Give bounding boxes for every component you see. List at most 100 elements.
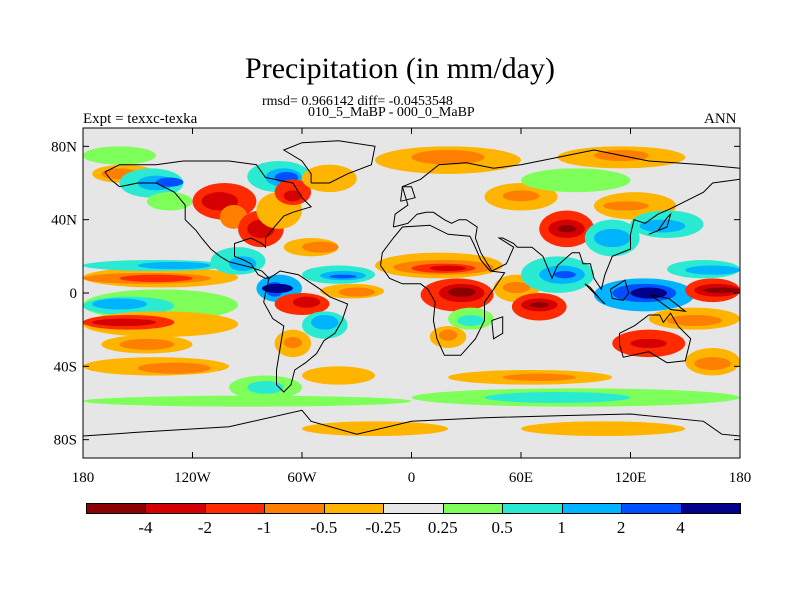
colorbar-swatch bbox=[323, 503, 385, 514]
anomaly-patch bbox=[83, 249, 156, 260]
anomaly-patch bbox=[283, 190, 302, 202]
colorbar-swatch bbox=[621, 503, 682, 514]
x-tick-label: 180 bbox=[729, 470, 752, 486]
y-tick-label: 40N bbox=[51, 213, 77, 229]
anomaly-patch bbox=[553, 271, 576, 279]
anomaly-patch bbox=[502, 282, 531, 293]
coastline bbox=[380, 224, 506, 356]
anomaly-patch bbox=[83, 395, 412, 407]
coastline bbox=[584, 283, 606, 305]
coastline bbox=[491, 316, 504, 340]
colorbar-swatch bbox=[383, 503, 444, 514]
anomaly-patch bbox=[603, 201, 649, 211]
anomaly-patch bbox=[137, 261, 211, 270]
anomaly-patch bbox=[302, 421, 448, 436]
colorbar-label: -0.25 bbox=[365, 518, 401, 537]
colorbar-label: 0.5 bbox=[491, 518, 513, 537]
colorbar-label: 2 bbox=[616, 518, 626, 537]
anomaly-patch bbox=[694, 357, 731, 371]
anomaly-patch bbox=[639, 219, 686, 233]
anomaly-patch bbox=[302, 164, 357, 193]
anomaly-patch bbox=[630, 338, 667, 348]
coastlines bbox=[83, 140, 740, 437]
anomaly-patch bbox=[92, 318, 156, 327]
x-tick-label: 120W bbox=[174, 470, 212, 486]
coastline bbox=[650, 294, 688, 313]
x-tick-label: 120E bbox=[615, 470, 647, 486]
anomaly-patch bbox=[261, 283, 293, 293]
coastline bbox=[648, 212, 672, 235]
x-tick-label: 180 bbox=[72, 470, 95, 486]
coastline bbox=[609, 279, 630, 301]
anomaly-patch bbox=[448, 287, 476, 297]
anomaly-patch bbox=[338, 287, 375, 297]
coastline bbox=[619, 312, 692, 364]
anomaly-patch bbox=[557, 225, 576, 233]
coastline bbox=[282, 140, 376, 184]
anomaly-patch bbox=[119, 274, 193, 283]
anomaly-patch bbox=[484, 392, 631, 403]
colorbar-swatch bbox=[502, 503, 563, 514]
anomaly-patch bbox=[502, 190, 540, 202]
anomaly-patch bbox=[156, 177, 184, 187]
coastline bbox=[400, 186, 416, 202]
x-tick-label: 0 bbox=[408, 470, 416, 486]
colorbar-label: -0.5 bbox=[310, 518, 338, 537]
colorbar-label: 0.25 bbox=[427, 518, 458, 537]
anomaly-patch bbox=[302, 366, 375, 385]
chart-title: Precipitation (in mm/day) bbox=[245, 52, 555, 85]
anomaly-patch bbox=[119, 338, 175, 350]
anomaly-patch bbox=[137, 362, 211, 374]
anomaly-patch bbox=[685, 265, 740, 275]
colorbar-label: -1 bbox=[257, 518, 272, 537]
y-tick-label: 0 bbox=[70, 286, 78, 302]
anomaly-patch bbox=[411, 150, 485, 165]
colorbar-label: -2 bbox=[197, 518, 212, 537]
anomaly-patch bbox=[229, 256, 257, 271]
anomaly-patch bbox=[283, 337, 302, 348]
coastline bbox=[104, 160, 313, 279]
x-tick-label: 60E bbox=[509, 470, 533, 486]
anomaly-patch bbox=[521, 168, 631, 193]
y-tick-label: 80N bbox=[51, 139, 77, 155]
x-axis: 180 120W 60W 0 60E 120E 180 bbox=[72, 128, 752, 486]
colorbar-swatch bbox=[561, 503, 623, 514]
coastline bbox=[83, 409, 740, 437]
anomaly-patch bbox=[502, 373, 576, 382]
anomaly-patch bbox=[438, 329, 458, 341]
stats-line: rmsd= 0.966142 diff= -0.0453548 bbox=[262, 94, 453, 109]
colorbar-swatch bbox=[264, 503, 325, 514]
anomaly-patch bbox=[302, 241, 339, 253]
anomaly-patch bbox=[530, 302, 549, 308]
anomaly-patch bbox=[703, 287, 740, 293]
x-tick-label: 60W bbox=[287, 470, 317, 486]
coastline bbox=[392, 149, 740, 291]
colorbar-swatch bbox=[442, 503, 504, 514]
anomaly-patch bbox=[429, 265, 467, 271]
anomaly-patch bbox=[594, 228, 631, 248]
colorbar-label: -4 bbox=[138, 518, 153, 537]
colorbar-swatch bbox=[145, 503, 206, 514]
coastline bbox=[263, 270, 349, 393]
colorbar-label: 1 bbox=[557, 518, 566, 537]
anomaly-patch bbox=[630, 287, 667, 299]
anomaly-patch bbox=[457, 315, 485, 326]
anomaly-patch bbox=[92, 298, 147, 310]
y-axis: 80N 40N 0 40S 80S bbox=[51, 139, 740, 449]
colorbar-swatch bbox=[86, 503, 147, 514]
anomaly-patch bbox=[146, 192, 193, 211]
anomaly-patch bbox=[83, 146, 156, 165]
colorbar-swatch bbox=[680, 503, 741, 514]
anomaly-patch bbox=[311, 315, 339, 330]
season-label: ANN bbox=[704, 111, 737, 127]
anomaly-patch bbox=[667, 315, 722, 326]
y-tick-label: 80S bbox=[54, 433, 77, 449]
anomaly-patch bbox=[521, 421, 686, 436]
experiment-names: 010_5_MaBP - 000_0_MaBP bbox=[308, 105, 475, 120]
y-tick-label: 40S bbox=[54, 359, 77, 375]
colorbar-label: 4 bbox=[676, 518, 685, 537]
anomaly-patch bbox=[292, 296, 321, 308]
anomaly-patch bbox=[329, 274, 357, 279]
anomaly-patch bbox=[247, 381, 284, 394]
